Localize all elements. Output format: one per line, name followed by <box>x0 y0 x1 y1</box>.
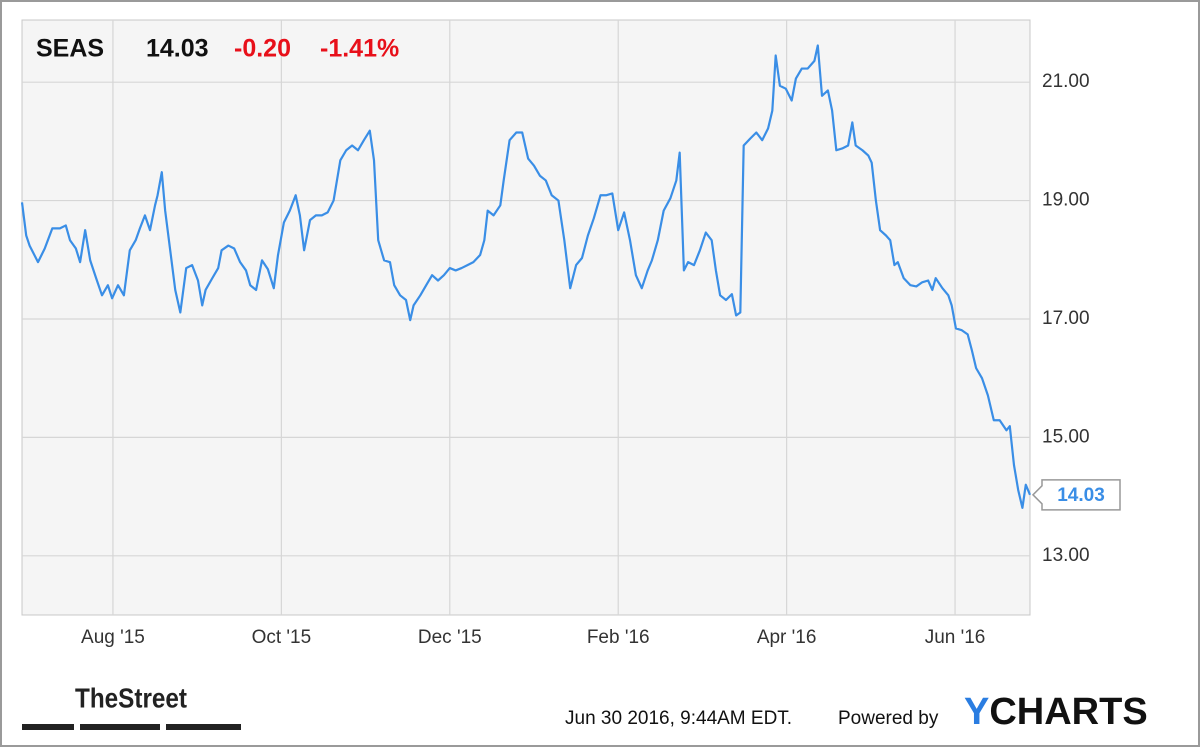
powered-by: Powered by <box>838 708 939 729</box>
timestamp: Jun 30 2016, 9:44AM EDT. <box>565 708 792 729</box>
x-tick-label: Apr '16 <box>757 627 817 648</box>
brand-bar <box>22 724 74 730</box>
last-price-flag <box>1031 479 1121 511</box>
y-tick-label: 15.00 <box>1042 426 1090 447</box>
brand: TheStreet <box>75 682 187 713</box>
y-tick-label: 19.00 <box>1042 190 1090 211</box>
ticker: SEAS <box>36 35 104 63</box>
change: -0.20 <box>234 35 291 63</box>
logo: YCHARTS <box>964 691 1148 733</box>
x-tick-label: Aug '15 <box>81 627 145 648</box>
brand-bar <box>80 724 160 730</box>
brand-bar <box>166 724 241 730</box>
price-line <box>20 44 1032 509</box>
logo-initial: Y <box>964 691 989 733</box>
x-tick-label: Dec '15 <box>418 627 482 648</box>
x-tick-label: Jun '16 <box>925 627 986 648</box>
change-percent: -1.41% <box>320 35 399 63</box>
last-price-label: 14.03 <box>1057 485 1105 506</box>
price: 14.03 <box>146 35 209 63</box>
y-tick-label: 21.00 <box>1042 71 1090 92</box>
x-tick-label: Oct '15 <box>252 627 312 648</box>
x-tick-label: Feb '16 <box>587 627 650 648</box>
plot-area <box>21 19 1031 616</box>
y-tick-label: 13.00 <box>1042 545 1090 566</box>
logo-rest: CHARTS <box>989 691 1147 733</box>
y-tick-label: 17.00 <box>1042 308 1090 329</box>
